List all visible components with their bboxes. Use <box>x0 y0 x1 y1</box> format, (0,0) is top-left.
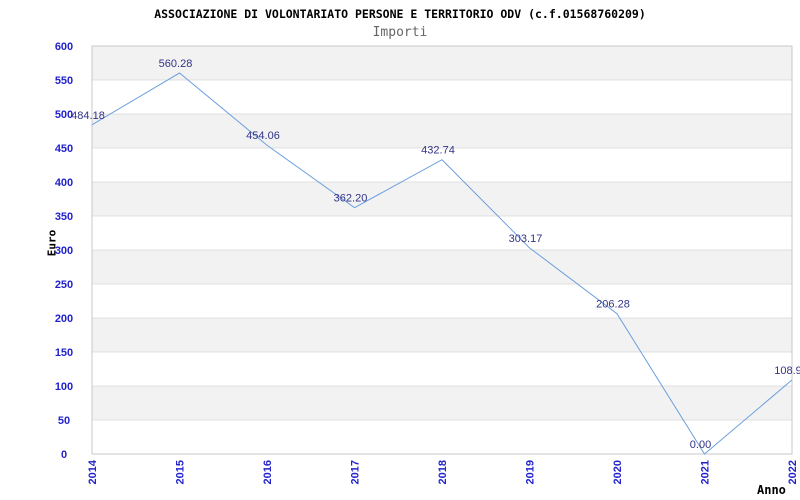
plot-band <box>92 352 792 386</box>
data-series-line <box>91 72 793 455</box>
chart-title: ASSOCIAZIONE DI VOLONTARIATO PERSONE E T… <box>154 7 646 21</box>
x-tick-label: 2015 <box>175 460 187 484</box>
y-tick-label: 200 <box>55 313 73 325</box>
plot-band <box>92 420 792 454</box>
plot-band <box>92 318 792 352</box>
data-point-label: 454.06 <box>246 130 280 142</box>
y-tick-label: 550 <box>55 75 73 87</box>
data-point-label: 362.20 <box>334 193 368 205</box>
data-point-label: 206.28 <box>596 299 630 311</box>
x-tick-label: 2016 <box>262 460 274 484</box>
plot-band <box>92 148 792 182</box>
x-tick-label: 2022 <box>787 460 799 484</box>
y-tick-label: 300 <box>55 245 73 257</box>
x-axis-title: Anno <box>757 483 786 497</box>
y-tick-label: 400 <box>55 177 73 189</box>
data-point-label: 432.74 <box>421 145 455 157</box>
data-point-label: 560.28 <box>159 58 193 70</box>
x-tick-label: 2019 <box>525 460 537 484</box>
y-tick-label: 500 <box>55 109 73 121</box>
plot-band <box>92 284 792 318</box>
data-point-label: 484.18 <box>71 110 105 122</box>
y-tick-label: 600 <box>55 41 73 53</box>
y-tick-label: 150 <box>55 347 73 359</box>
x-tick-label: 2018 <box>437 460 449 484</box>
y-tick-label: 0 <box>61 449 67 461</box>
x-tick-label: 2017 <box>350 460 362 484</box>
plot-band <box>92 114 792 148</box>
plot-band <box>92 216 792 250</box>
plot-border <box>91 45 793 455</box>
x-tick-label: 2014 <box>87 459 99 484</box>
y-tick-label: 100 <box>55 381 73 393</box>
plot-band <box>92 46 792 80</box>
data-point-label: 0.00 <box>690 439 711 451</box>
y-tick-label: 250 <box>55 279 73 291</box>
plot-band <box>92 386 792 420</box>
y-tick-label: 50 <box>58 415 70 427</box>
x-tick-label: 2020 <box>612 460 624 484</box>
plot-band <box>92 80 792 114</box>
y-tick-label: 350 <box>55 211 73 223</box>
chart-subtitle: Importi <box>372 25 428 40</box>
y-tick-label: 450 <box>55 143 73 155</box>
data-point-label: 108.9 <box>774 365 800 377</box>
x-tick-label: 2021 <box>700 460 712 484</box>
data-point-label: 303.17 <box>509 233 543 245</box>
plot-band <box>92 182 792 216</box>
plot-band <box>92 250 792 284</box>
